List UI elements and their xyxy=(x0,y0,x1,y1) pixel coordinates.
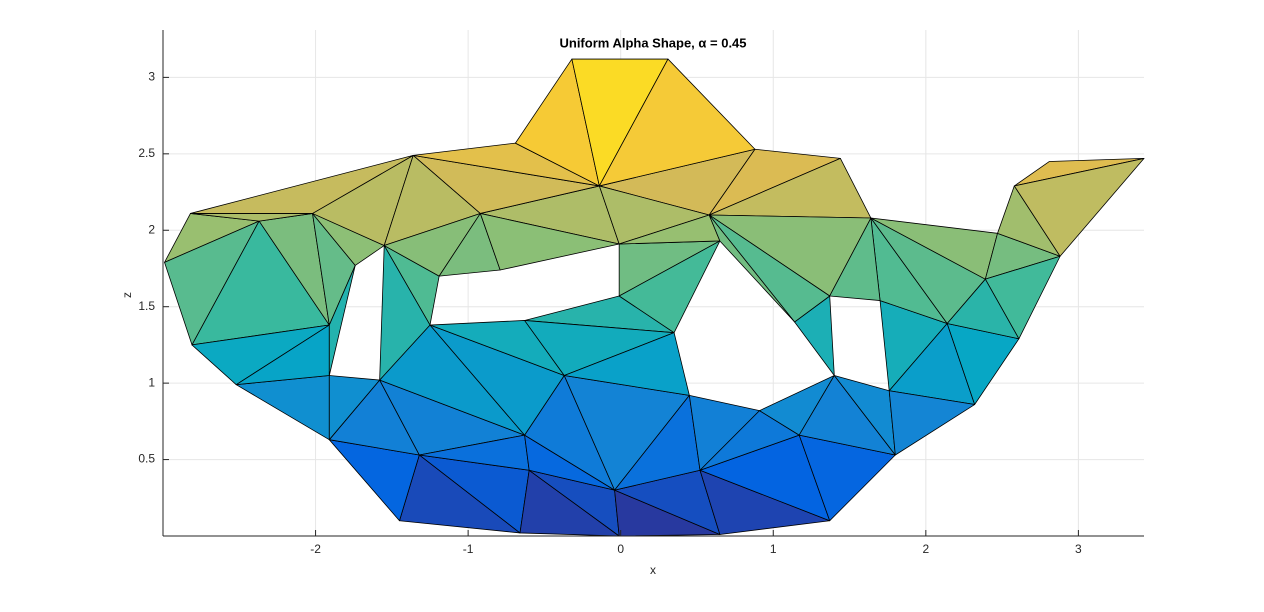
y-tick-label: 3 xyxy=(148,70,155,84)
mesh-face xyxy=(598,58,756,187)
x-tick-label: 1 xyxy=(770,542,777,556)
mesh-face xyxy=(888,390,976,456)
mesh-face xyxy=(708,214,796,323)
mesh-face xyxy=(328,265,356,376)
mesh xyxy=(164,58,1145,537)
x-tick-label: -2 xyxy=(310,542,321,556)
mesh-face xyxy=(190,154,414,214)
x-tick-label: -1 xyxy=(463,542,474,556)
x-tick-label: 0 xyxy=(617,542,624,556)
y-tick-label: 0.5 xyxy=(138,452,155,466)
mesh-face xyxy=(563,332,690,396)
mesh-face xyxy=(479,213,620,271)
axes: -2 -1 0 1 2 3 0.5 1 1.5 2 2.5 3 xyxy=(138,30,1144,556)
y-tick-label: 1.5 xyxy=(138,299,155,313)
mesh-face xyxy=(235,375,330,441)
mesh-face xyxy=(379,245,431,381)
y-tick-label: 2 xyxy=(148,222,155,236)
mesh-face xyxy=(1013,158,1145,257)
chart-title: Uniform Alpha Shape, α = 0.45 xyxy=(559,35,746,50)
y-axis-label: z xyxy=(120,292,134,298)
mesh-face xyxy=(829,217,881,301)
mesh-face xyxy=(328,375,381,441)
y-tick-label: 2.5 xyxy=(138,146,155,160)
x-tick-label: 2 xyxy=(922,542,929,556)
y-tick-label: 1 xyxy=(148,375,155,389)
x-axis-label: x xyxy=(650,563,656,577)
mesh-face xyxy=(946,278,1020,340)
mesh-face xyxy=(618,240,721,334)
x-tick-label: 3 xyxy=(1075,542,1082,556)
